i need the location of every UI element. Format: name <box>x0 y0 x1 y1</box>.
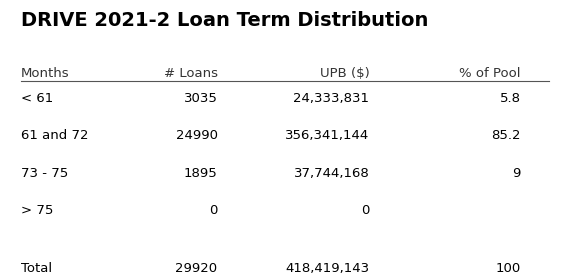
Text: 37,744,168: 37,744,168 <box>294 167 369 180</box>
Text: # Loans: # Loans <box>164 67 218 80</box>
Text: Total: Total <box>21 261 52 275</box>
Text: 0: 0 <box>361 204 369 217</box>
Text: < 61: < 61 <box>21 92 53 105</box>
Text: > 75: > 75 <box>21 204 54 217</box>
Text: 9: 9 <box>512 167 521 180</box>
Text: 100: 100 <box>496 261 521 275</box>
Text: 356,341,144: 356,341,144 <box>285 129 369 142</box>
Text: 1895: 1895 <box>184 167 218 180</box>
Text: UPB ($): UPB ($) <box>320 67 369 80</box>
Text: DRIVE 2021-2 Loan Term Distribution: DRIVE 2021-2 Loan Term Distribution <box>21 11 429 30</box>
Text: 73 - 75: 73 - 75 <box>21 167 68 180</box>
Text: 418,419,143: 418,419,143 <box>285 261 369 275</box>
Text: 0: 0 <box>209 204 218 217</box>
Text: % of Pool: % of Pool <box>459 67 521 80</box>
Text: 24,333,831: 24,333,831 <box>293 92 369 105</box>
Text: 61 and 72: 61 and 72 <box>21 129 88 142</box>
Text: 3035: 3035 <box>184 92 218 105</box>
Text: 24990: 24990 <box>176 129 218 142</box>
Text: Months: Months <box>21 67 70 80</box>
Text: 5.8: 5.8 <box>500 92 521 105</box>
Text: 85.2: 85.2 <box>491 129 521 142</box>
Text: 29920: 29920 <box>176 261 218 275</box>
